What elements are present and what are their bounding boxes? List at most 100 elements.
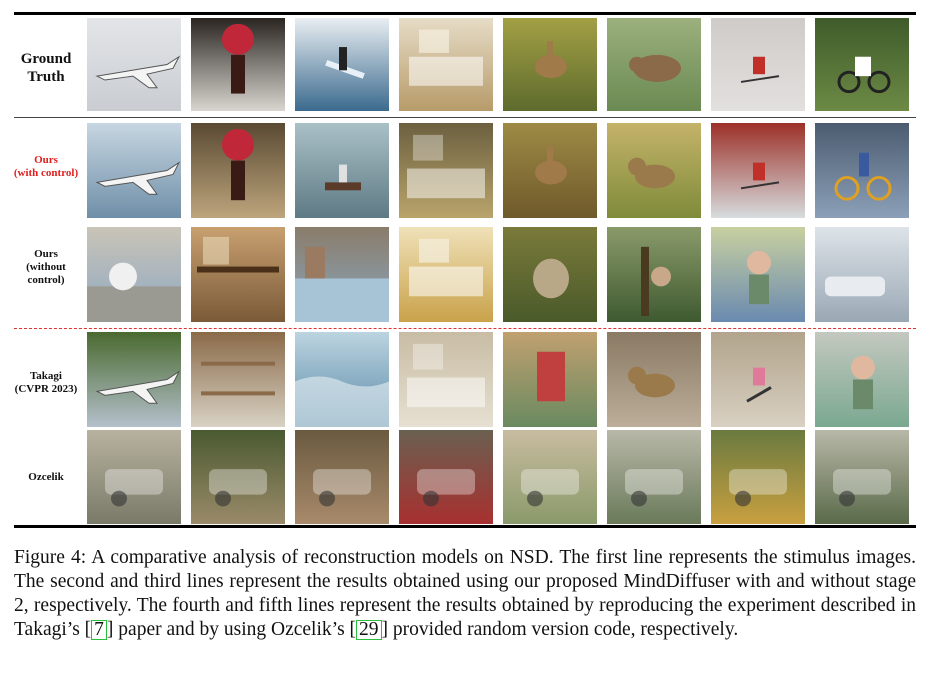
machine-icon bbox=[191, 430, 285, 524]
image-tile-ours-no-control-1 bbox=[87, 227, 181, 322]
city-water-icon bbox=[295, 227, 389, 322]
surfer-icon bbox=[295, 18, 389, 111]
machine-icon bbox=[295, 430, 389, 524]
image-tile-ozcelik-3 bbox=[295, 430, 389, 524]
row-label-ozcelik: Ozcelik bbox=[10, 471, 82, 484]
image-tile-ours-no-control-6 bbox=[607, 227, 701, 322]
image-tile-ours-control-8 bbox=[815, 123, 909, 218]
row-label-line: Ozcelik bbox=[28, 471, 64, 483]
flower-vase-icon bbox=[191, 123, 285, 218]
caption-text-1: A comparative analysis of reconstruction… bbox=[14, 547, 916, 640]
image-tile-ozcelik-1 bbox=[87, 430, 181, 524]
airplane-icon bbox=[87, 18, 181, 111]
machine-icon bbox=[399, 430, 493, 524]
deer-icon bbox=[503, 123, 597, 218]
machine-icon bbox=[503, 430, 597, 524]
skier-icon bbox=[711, 18, 805, 111]
image-tile-ours-control-6 bbox=[607, 123, 701, 218]
image-tile-ozcelik-2 bbox=[191, 430, 285, 524]
image-tile-takagi-3 bbox=[295, 332, 389, 427]
row-label-takagi: Takagi (CVPR 2023) bbox=[10, 370, 82, 396]
bicycle-icon bbox=[815, 123, 909, 218]
image-tile-ozcelik-5 bbox=[503, 430, 597, 524]
kitchen-icon bbox=[399, 123, 493, 218]
poster-icon bbox=[503, 332, 597, 427]
image-tile-ozcelik-4 bbox=[399, 430, 493, 524]
image-tile-ours-control-2 bbox=[191, 123, 285, 218]
image-tile-takagi-8 bbox=[815, 332, 909, 427]
row-label-line: Ours bbox=[34, 248, 58, 260]
person-icon bbox=[815, 332, 909, 427]
image-tile-ground-truth-4 bbox=[399, 18, 493, 111]
image-tile-ours-no-control-4 bbox=[399, 227, 493, 322]
image-tile-ours-control-5 bbox=[503, 123, 597, 218]
bear-icon bbox=[607, 18, 701, 111]
image-tile-ground-truth-2 bbox=[191, 18, 285, 111]
airplane-icon bbox=[87, 332, 181, 427]
image-tile-takagi-4 bbox=[399, 332, 493, 427]
forest-icon bbox=[607, 227, 701, 322]
image-tile-takagi-7 bbox=[711, 332, 805, 427]
image-tile-ground-truth-1 bbox=[87, 18, 181, 111]
baseline-separator bbox=[14, 328, 916, 329]
image-tile-ground-truth-7 bbox=[711, 18, 805, 111]
image-tile-ozcelik-7 bbox=[711, 430, 805, 524]
image-tile-takagi-1 bbox=[87, 332, 181, 427]
image-tile-takagi-5 bbox=[503, 332, 597, 427]
person-icon bbox=[711, 227, 805, 322]
row-label-line: Ground bbox=[20, 51, 72, 67]
row-label-line: Truth bbox=[27, 69, 65, 85]
caption-lead: Figure 4: bbox=[14, 547, 87, 568]
image-tile-takagi-2 bbox=[191, 332, 285, 427]
machine-icon bbox=[87, 430, 181, 524]
row-label-line: (without bbox=[26, 261, 66, 274]
row-label-line: control) bbox=[27, 274, 65, 287]
street-icon bbox=[87, 227, 181, 322]
image-tile-ground-truth-8 bbox=[815, 18, 909, 111]
row-label-line: Ours bbox=[34, 154, 58, 166]
figure-caption: Figure 4: A comparative analysis of reco… bbox=[14, 547, 916, 640]
deer-icon bbox=[503, 18, 597, 111]
car-icon bbox=[815, 227, 909, 322]
waves-icon bbox=[295, 332, 389, 427]
image-tile-ozcelik-8 bbox=[815, 430, 909, 524]
image-tile-ours-no-control-2 bbox=[191, 227, 285, 322]
machine-icon bbox=[711, 430, 805, 524]
cafe-icon bbox=[191, 227, 285, 322]
top-rule bbox=[14, 12, 916, 15]
image-tile-ours-no-control-5 bbox=[503, 227, 597, 322]
row-label-line: Takagi bbox=[29, 370, 62, 382]
caption-text-3: provided random version code, respective… bbox=[388, 619, 739, 640]
image-tile-ground-truth-3 bbox=[295, 18, 389, 111]
image-tile-ground-truth-5 bbox=[503, 18, 597, 111]
bottom-rule bbox=[14, 525, 916, 528]
image-tile-ours-no-control-7 bbox=[711, 227, 805, 322]
airplane-icon bbox=[87, 123, 181, 218]
bathroom-icon bbox=[399, 18, 493, 111]
flower-vase-icon bbox=[191, 18, 285, 111]
citation-7[interactable]: 7 bbox=[91, 620, 107, 640]
dog-icon bbox=[607, 123, 701, 218]
image-tile-ours-control-7 bbox=[711, 123, 805, 218]
kitchen-icon bbox=[399, 332, 493, 427]
animal-icon bbox=[503, 227, 597, 322]
image-tile-ours-control-1 bbox=[87, 123, 181, 218]
runner-icon bbox=[711, 332, 805, 427]
dog-icon bbox=[607, 332, 701, 427]
row-label-ours-no-control: Ours (without control) bbox=[10, 248, 82, 288]
row-label-line: (with control) bbox=[13, 167, 79, 180]
citation-29[interactable]: 29 bbox=[356, 620, 382, 640]
image-tile-ground-truth-6 bbox=[607, 18, 701, 111]
image-tile-ozcelik-6 bbox=[607, 430, 701, 524]
motorbike-icon bbox=[815, 18, 909, 111]
caption-text-2: paper and by using Ozcelik’s bbox=[113, 619, 350, 640]
row-label-line: (CVPR 2023) bbox=[14, 383, 78, 396]
shelf-icon bbox=[191, 332, 285, 427]
machine-icon bbox=[815, 430, 909, 524]
bathroom-icon bbox=[399, 227, 493, 322]
skier-icon bbox=[711, 123, 805, 218]
image-tile-ours-control-4 bbox=[399, 123, 493, 218]
row-label-ground-truth: Ground Truth bbox=[10, 50, 82, 86]
machine-icon bbox=[607, 430, 701, 524]
boat-icon bbox=[295, 123, 389, 218]
